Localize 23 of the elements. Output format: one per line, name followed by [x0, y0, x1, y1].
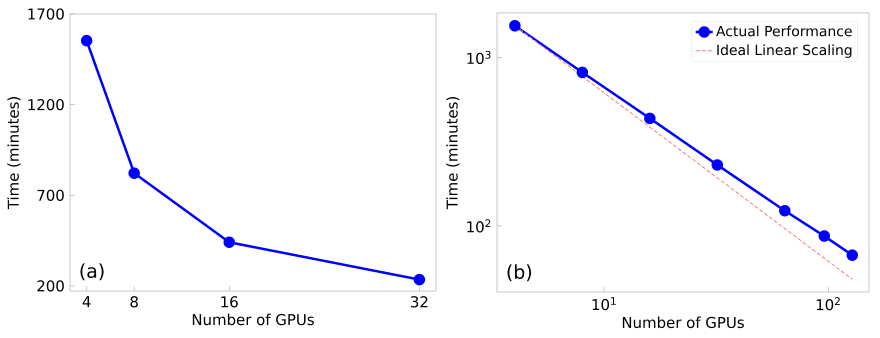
x-tick-label: 10$^{2}$	[816, 297, 840, 310]
x-tick-label: 10$^{1}$	[592, 297, 616, 310]
annotation: (b)	[508, 264, 532, 282]
legend-label: Ideal Linear Scaling	[717, 44, 852, 58]
annotation: (a)	[80, 263, 104, 280]
legend-label: Actual Performance	[716, 26, 852, 36]
y-tick-label: 200	[37, 280, 64, 292]
x-tick-label: 8	[130, 296, 138, 308]
x-tick-label: 16	[221, 296, 238, 308]
y-tick-label: 1700	[28, 8, 64, 20]
x-tick-label: 4	[82, 296, 91, 308]
y-tick-label: 1200	[28, 98, 64, 110]
x-axis-title: Number of GPUs	[192, 314, 314, 326]
x-axis-title: Number of GPUs	[622, 316, 744, 328]
y-tick-label: 10$^{3}$	[467, 50, 490, 64]
point	[414, 274, 426, 286]
y-axis-title: Time (minutes)	[7, 97, 21, 210]
y-tick-label: 700	[38, 190, 64, 201]
point	[223, 236, 235, 248]
point	[80, 34, 92, 46]
point	[128, 167, 140, 179]
y-axis-title: Time (minutes)	[446, 97, 460, 210]
x-tick-label: 32	[411, 296, 428, 308]
